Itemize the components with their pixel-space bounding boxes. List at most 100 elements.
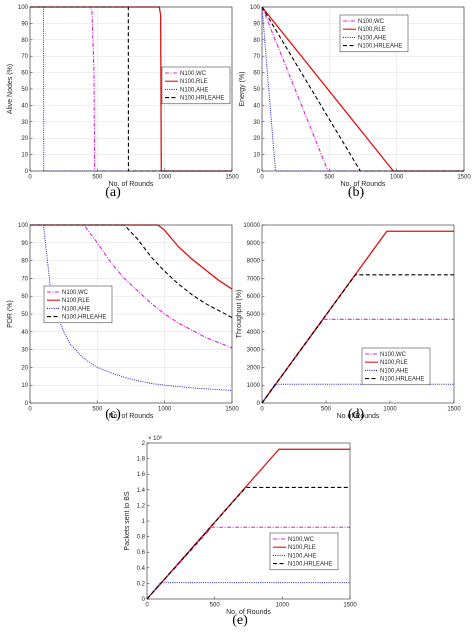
x-tick-label: 500 bbox=[92, 175, 103, 181]
legend: N100,WC N100,RLE N100,AHE N100,HRLEAHE bbox=[269, 532, 339, 571]
y-tick-label: 3000 bbox=[247, 348, 261, 354]
legend-label: N100,AHE bbox=[380, 368, 408, 374]
y-tick-label: 1000 bbox=[247, 383, 261, 389]
x-tick-label: 1500 bbox=[457, 175, 471, 181]
y-tick-label: 60 bbox=[253, 71, 260, 77]
legend-label: N100,HRLEAHE bbox=[380, 377, 424, 383]
y-tick-label: 40 bbox=[21, 330, 28, 336]
y-tick-label: 40 bbox=[253, 103, 260, 109]
legend-label: N100,RLE bbox=[380, 360, 408, 366]
series-line-hrleahe bbox=[30, 224, 233, 319]
y-axis-label: Energy (%) bbox=[239, 71, 246, 106]
y-tick-label: 70 bbox=[21, 54, 28, 60]
panel-label: (b) bbox=[348, 185, 365, 200]
y-tick-label: 8000 bbox=[247, 259, 261, 265]
y-tick-label: 50 bbox=[21, 312, 28, 318]
x-tick-label: 0 bbox=[260, 407, 264, 413]
y-tick-label: 50 bbox=[21, 87, 28, 93]
x-tick-label: 1000 bbox=[158, 407, 172, 413]
x-tick-label: 500 bbox=[92, 407, 103, 413]
y-tick-label: 10000 bbox=[243, 223, 260, 229]
y-tick-label: 100 bbox=[18, 223, 29, 229]
panel-label: (c) bbox=[105, 407, 121, 422]
x-tick-label: 0 bbox=[28, 175, 32, 181]
y-tick-label: 6000 bbox=[247, 294, 261, 300]
panel-label: (a) bbox=[105, 185, 121, 200]
x-tick-label: 1000 bbox=[158, 175, 172, 181]
y-tick-label: 7000 bbox=[247, 276, 261, 282]
legend: N100,WC N100,RLE N100,AHE N100,HRLEAHE bbox=[361, 347, 431, 386]
series-line-hrleahe bbox=[146, 486, 350, 600]
y-tick-label: 10 bbox=[21, 153, 28, 159]
panel-label: (d) bbox=[348, 407, 365, 422]
legend: N100,WC N100,RLE N100,AHE N100,HRLEAHE bbox=[43, 285, 113, 324]
x-tick-label: 0 bbox=[28, 407, 32, 413]
y-tick-label: 1.4 bbox=[137, 488, 146, 494]
y-axis-label: Packets sent to BS bbox=[124, 491, 131, 550]
series-line-rle bbox=[261, 230, 454, 404]
x-tick-label: 1500 bbox=[225, 175, 239, 181]
y-tick-label: 1.6 bbox=[137, 472, 146, 478]
x-tick-label: 1500 bbox=[447, 407, 461, 413]
y-tick-label: 0 bbox=[25, 169, 29, 175]
y-tick-label: 4000 bbox=[247, 330, 261, 336]
y-tick-label: 1.2 bbox=[137, 503, 146, 509]
legend-label: N100,RLE bbox=[62, 298, 90, 304]
y-tick-label: 100 bbox=[250, 5, 261, 11]
x-tick-label: 500 bbox=[324, 175, 335, 181]
legend-label: N100,RLE bbox=[288, 545, 316, 551]
y-tick-label: 60 bbox=[21, 71, 28, 77]
y-axis-label: PDR (%) bbox=[7, 300, 14, 328]
y-tick-label: 1.8 bbox=[137, 457, 146, 463]
y-tick-label: 1 bbox=[142, 519, 146, 525]
x-axis-label: No. of Rounds bbox=[109, 181, 154, 188]
legend-label: N100,HRLEAHE bbox=[180, 96, 224, 102]
x-axis-label: No. of Rounds bbox=[109, 413, 154, 420]
chart-a: 0 500 1000 1500 0 10 20 30 40 50 60 70 80 90 100 No. of… bbox=[7, 5, 239, 200]
y-tick-label: 70 bbox=[253, 54, 260, 60]
y-tick-label: 2 bbox=[142, 441, 146, 447]
legend: N100,WC N100,RLE N100,AHE N100,HRLEAHE bbox=[161, 66, 231, 105]
x-axis-label: No of Rounds bbox=[337, 413, 380, 420]
legend-label: N100,HRLEAHE bbox=[62, 315, 106, 321]
y-tick-label: 30 bbox=[253, 120, 260, 126]
legend-label: N100,AHE bbox=[288, 553, 316, 559]
legend-label: N100,WC bbox=[380, 352, 407, 358]
legend-label: N100,WC bbox=[288, 537, 315, 543]
x-tick-label: 1500 bbox=[225, 407, 239, 413]
legend-label: N100,HRLEAHE bbox=[288, 562, 332, 568]
y-tick-label: 20 bbox=[21, 136, 28, 142]
y-tick-label: 30 bbox=[21, 348, 28, 354]
panel-label: (e) bbox=[232, 613, 248, 628]
x-tick-label: 500 bbox=[210, 603, 221, 609]
y-tick-label: 30 bbox=[21, 120, 28, 126]
y-tick-label: 20 bbox=[253, 136, 260, 142]
x-tick-label: 1000 bbox=[276, 603, 290, 609]
y-tick-label: 80 bbox=[253, 38, 260, 44]
y-tick-label: 5000 bbox=[247, 312, 261, 318]
y-tick-label: 0.2 bbox=[137, 581, 146, 587]
y-tick-label: 10 bbox=[21, 383, 28, 389]
chart-c: 0 500 1000 1500 0 10 20 30 40 50 60 70 80 90 100 No. of… bbox=[7, 223, 239, 422]
y-tick-label: 60 bbox=[21, 294, 28, 300]
x-tick-label: 1500 bbox=[343, 603, 357, 609]
legend-label: N100,AHE bbox=[358, 35, 386, 41]
y-tick-label: 100 bbox=[18, 5, 29, 11]
legend: N100,WC N100,RLE N100,AHE N100,HRLEAHE bbox=[339, 14, 409, 53]
y-tick-label: 80 bbox=[21, 38, 28, 44]
series-line-rle bbox=[30, 224, 233, 290]
series-line-wc bbox=[30, 224, 233, 349]
y-tick-label: 0.4 bbox=[137, 566, 146, 572]
y-tick-label: 20 bbox=[21, 365, 28, 371]
y-tick-label: 70 bbox=[21, 276, 28, 282]
legend-label: N100,AHE bbox=[180, 87, 208, 93]
legend-label: N100,WC bbox=[62, 290, 89, 296]
legend-label: N100,RLE bbox=[358, 27, 386, 33]
y-tick-label: 80 bbox=[21, 259, 28, 265]
y-tick-label: 0 bbox=[257, 169, 261, 175]
y-tick-label: 0.8 bbox=[137, 535, 146, 541]
x-axis-label: No. of Rounds bbox=[226, 609, 271, 616]
x-axis-label: No. of Rounds bbox=[341, 181, 386, 188]
y-axis-label: Alive Nodes (%) bbox=[7, 64, 14, 114]
